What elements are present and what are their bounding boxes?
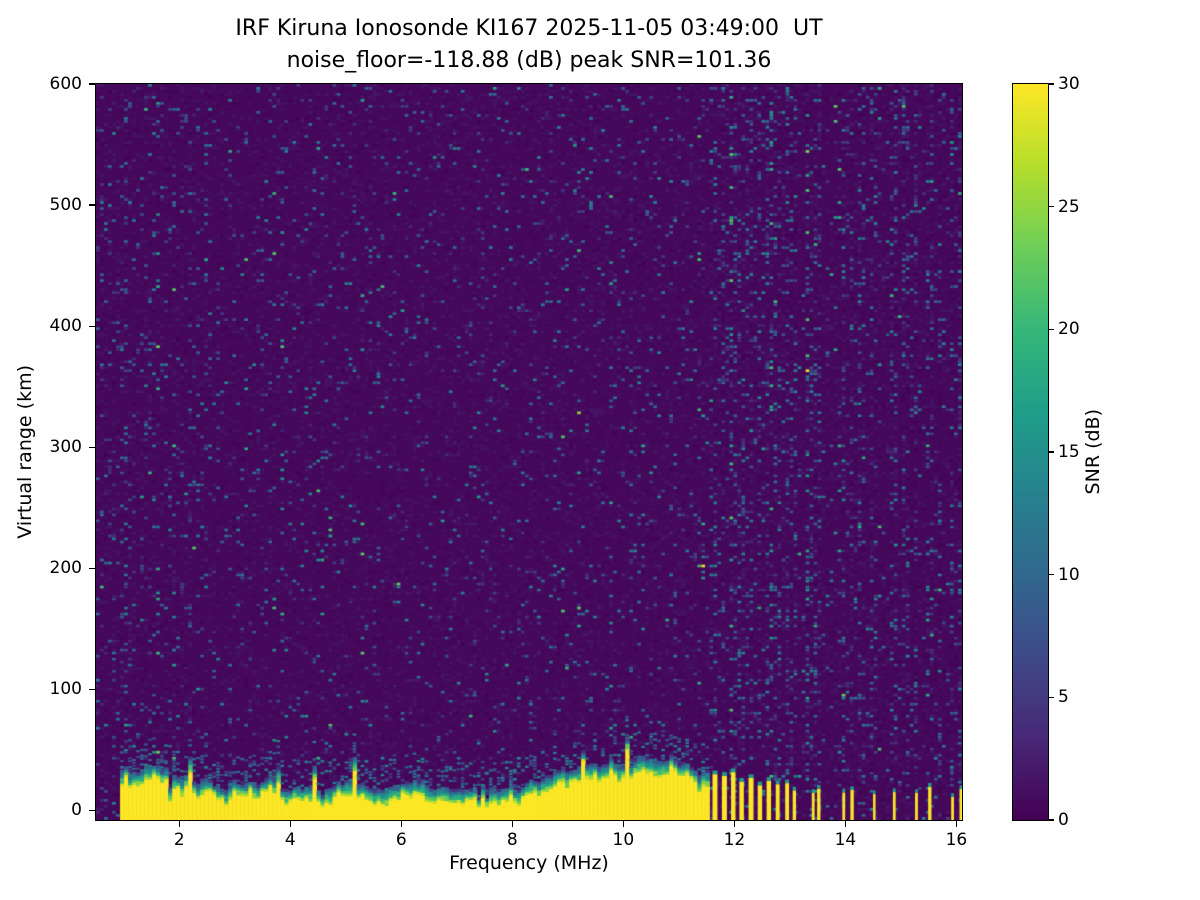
x-tick-mark <box>289 820 291 827</box>
x-tick-mark <box>400 820 403 827</box>
colorbar <box>1012 83 1049 821</box>
colorbar-tick-mark <box>1048 328 1054 331</box>
y-tick-label: 500 <box>49 195 82 216</box>
x-tick-mark <box>733 820 736 827</box>
x-tick-label: 10 <box>612 830 635 850</box>
plot-area <box>95 83 963 821</box>
chart-title: IRF Kiruna Ionosonde KI167 2025-11-05 03… <box>235 16 823 41</box>
y-tick-label: 400 <box>49 316 82 337</box>
colorbar-label: SNR (dB) <box>1082 409 1104 495</box>
x-tick-mark <box>955 820 958 827</box>
x-tick-label: 6 <box>395 830 407 850</box>
colorbar-tick-label: 30 <box>1058 74 1080 94</box>
y-tick-mark <box>89 83 96 85</box>
x-tick-mark <box>622 820 625 827</box>
y-tick-label: 100 <box>49 679 82 700</box>
x-tick-label: 4 <box>284 830 296 850</box>
y-tick-mark <box>89 204 96 206</box>
x-tick-label: 14 <box>834 830 857 850</box>
x-tick-label: 2 <box>173 830 185 850</box>
y-tick-mark <box>89 446 96 448</box>
y-tick-mark <box>89 567 96 569</box>
colorbar-tick-mark <box>1048 83 1054 85</box>
y-tick-label: 600 <box>49 74 82 94</box>
chart-subtitle: noise_floor=-118.88 (dB) peak SNR=101.36 <box>286 48 772 73</box>
x-tick-mark <box>511 820 514 827</box>
x-tick-mark <box>178 820 180 827</box>
ionogram-heatmap <box>96 84 962 820</box>
x-axis-label: Frequency (MHz) <box>449 852 609 874</box>
colorbar-tick-label: 10 <box>1058 564 1080 585</box>
colorbar-tick-label: 20 <box>1058 319 1080 340</box>
y-tick-mark <box>89 325 96 327</box>
y-tick-label: 200 <box>49 558 82 579</box>
y-tick-mark <box>89 688 96 690</box>
colorbar-tick-mark <box>1048 819 1054 821</box>
colorbar-tick-label: 0 <box>1058 810 1069 830</box>
colorbar-label-box: SNR (dB) <box>1078 84 1108 820</box>
x-tick-label: 8 <box>506 830 518 850</box>
colorbar-tick-mark <box>1048 451 1054 453</box>
y-tick-label: 0 <box>71 800 82 821</box>
x-tick-label: 16 <box>945 830 968 850</box>
x-tick-mark <box>844 820 847 827</box>
x-tick-label: 12 <box>723 830 746 850</box>
y-tick-label: 300 <box>49 437 82 458</box>
colorbar-tick-label: 5 <box>1058 687 1069 708</box>
colorbar-tick-mark <box>1048 206 1054 208</box>
colorbar-tick-mark <box>1048 574 1054 576</box>
y-tick-mark <box>89 809 96 811</box>
colorbar-tick-label: 15 <box>1058 442 1080 462</box>
colorbar-tick-label: 25 <box>1058 196 1080 217</box>
colorbar-tick-mark <box>1048 696 1054 699</box>
